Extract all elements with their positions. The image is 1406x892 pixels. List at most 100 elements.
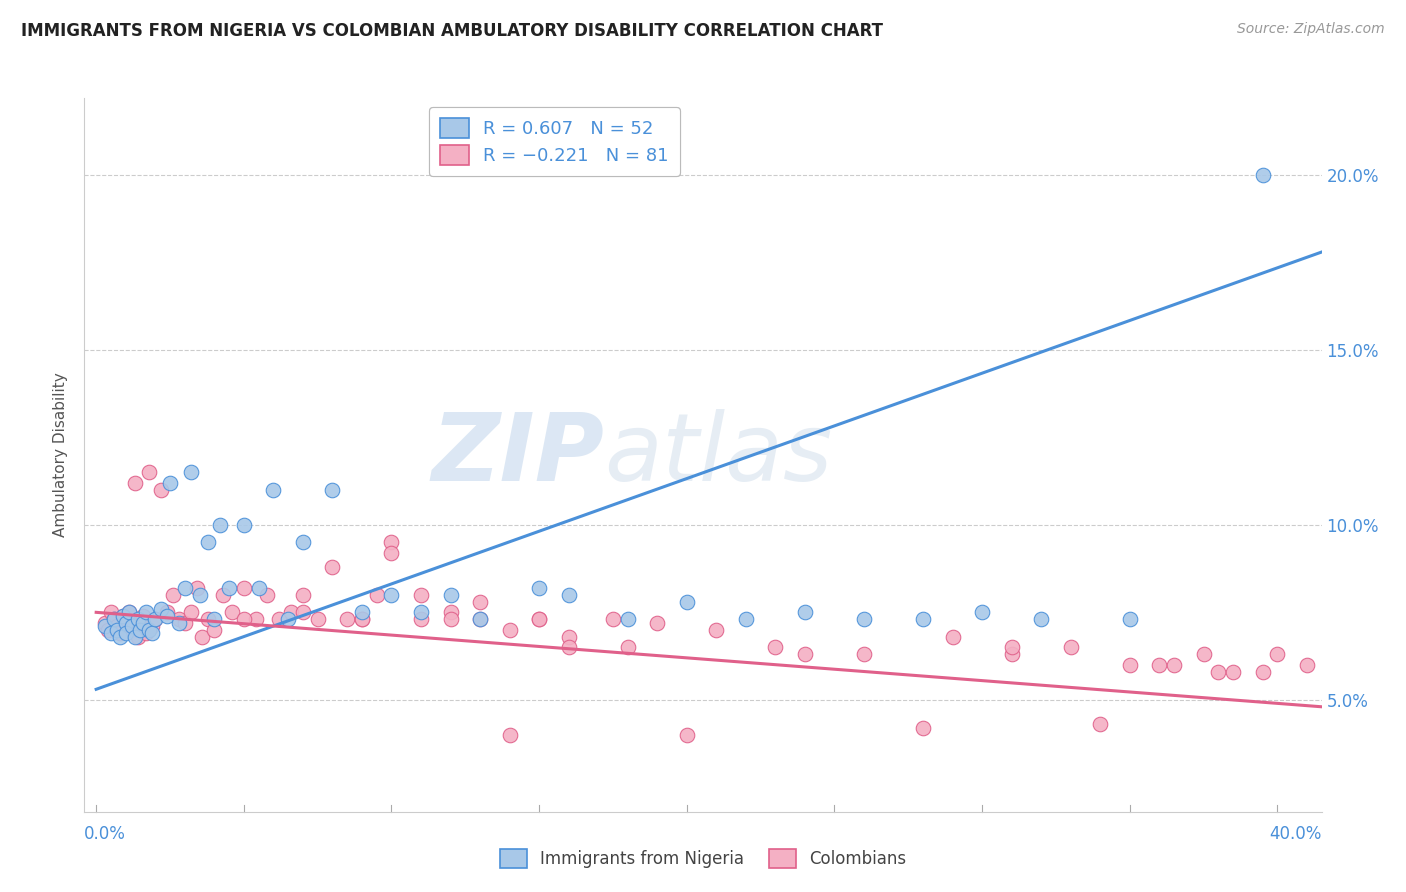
Point [156, 608, 179, 623]
Point [111, 608, 134, 623]
Point [911, 721, 934, 735]
Point [188, 588, 211, 602]
Point [180, 466, 202, 480]
Point [245, 612, 267, 626]
Legend: Immigrants from Nigeria, Colombians: Immigrants from Nigeria, Colombians [494, 843, 912, 875]
Point [141, 619, 163, 633]
Point [114, 626, 136, 640]
Point [793, 648, 815, 662]
Point [734, 612, 756, 626]
Point [256, 588, 278, 602]
Point [1000, 648, 1022, 662]
Text: Source: ZipAtlas.com: Source: ZipAtlas.com [1237, 22, 1385, 37]
Point [852, 612, 875, 626]
Point [124, 475, 146, 490]
Point [675, 595, 697, 609]
Point [108, 626, 131, 640]
Point [167, 612, 190, 626]
Point [105, 619, 128, 633]
Point [129, 623, 152, 637]
Point [218, 581, 240, 595]
Point [1059, 640, 1081, 655]
Point [127, 630, 149, 644]
Point [291, 588, 314, 602]
Point [103, 612, 125, 626]
Point [498, 623, 520, 637]
Point [118, 605, 141, 619]
Point [191, 630, 214, 644]
Point [350, 612, 373, 626]
Point [1251, 168, 1274, 182]
Point [941, 630, 963, 644]
Point [280, 605, 302, 619]
Point [262, 483, 284, 497]
Point [602, 612, 624, 626]
Point [150, 602, 173, 616]
Point [1147, 657, 1170, 672]
Point [209, 517, 232, 532]
Point [135, 605, 157, 619]
Point [675, 728, 697, 742]
Text: 0.0%: 0.0% [84, 825, 127, 843]
Text: IMMIGRANTS FROM NIGERIA VS COLOMBIAN AMBULATORY DISABILITY CORRELATION CHART: IMMIGRANTS FROM NIGERIA VS COLOMBIAN AMB… [21, 22, 883, 40]
Point [232, 612, 254, 626]
Point [970, 605, 993, 619]
Point [121, 619, 143, 633]
Point [468, 612, 491, 626]
Point [247, 581, 270, 595]
Point [212, 588, 235, 602]
Point [138, 623, 160, 637]
Point [121, 623, 143, 637]
Point [1000, 640, 1022, 655]
Point [94, 619, 117, 633]
Point [173, 615, 195, 630]
Point [1265, 648, 1288, 662]
Point [380, 535, 402, 549]
Point [468, 612, 491, 626]
Point [291, 605, 314, 619]
Point [108, 630, 131, 644]
Point [527, 612, 550, 626]
Point [380, 546, 402, 560]
Point [143, 612, 166, 626]
Point [1029, 612, 1052, 626]
Point [118, 605, 141, 619]
Point [159, 475, 181, 490]
Point [97, 623, 120, 637]
Point [103, 612, 125, 626]
Point [291, 535, 314, 549]
Point [1163, 657, 1185, 672]
Point [1206, 665, 1229, 679]
Point [763, 640, 786, 655]
Point [557, 640, 579, 655]
Point [138, 466, 160, 480]
Point [527, 612, 550, 626]
Point [793, 605, 815, 619]
Text: atlas: atlas [605, 409, 832, 500]
Point [269, 612, 291, 626]
Text: 40.0%: 40.0% [1270, 825, 1322, 843]
Point [704, 623, 727, 637]
Point [557, 630, 579, 644]
Point [557, 588, 579, 602]
Point [150, 483, 173, 497]
Point [409, 588, 432, 602]
Point [409, 612, 432, 626]
Point [1088, 717, 1111, 731]
Point [162, 588, 184, 602]
Point [180, 605, 202, 619]
Point [232, 581, 254, 595]
Point [277, 612, 299, 626]
Point [321, 483, 343, 497]
Point [645, 615, 668, 630]
Point [100, 605, 122, 619]
Y-axis label: Ambulatory Disability: Ambulatory Disability [53, 373, 69, 537]
Point [173, 581, 195, 595]
Legend: R = 0.607   N = 52, R = −0.221   N = 81: R = 0.607 N = 52, R = −0.221 N = 81 [429, 107, 679, 176]
Point [439, 588, 461, 602]
Point [527, 581, 550, 595]
Point [321, 559, 343, 574]
Point [366, 588, 388, 602]
Point [124, 630, 146, 644]
Point [380, 588, 402, 602]
